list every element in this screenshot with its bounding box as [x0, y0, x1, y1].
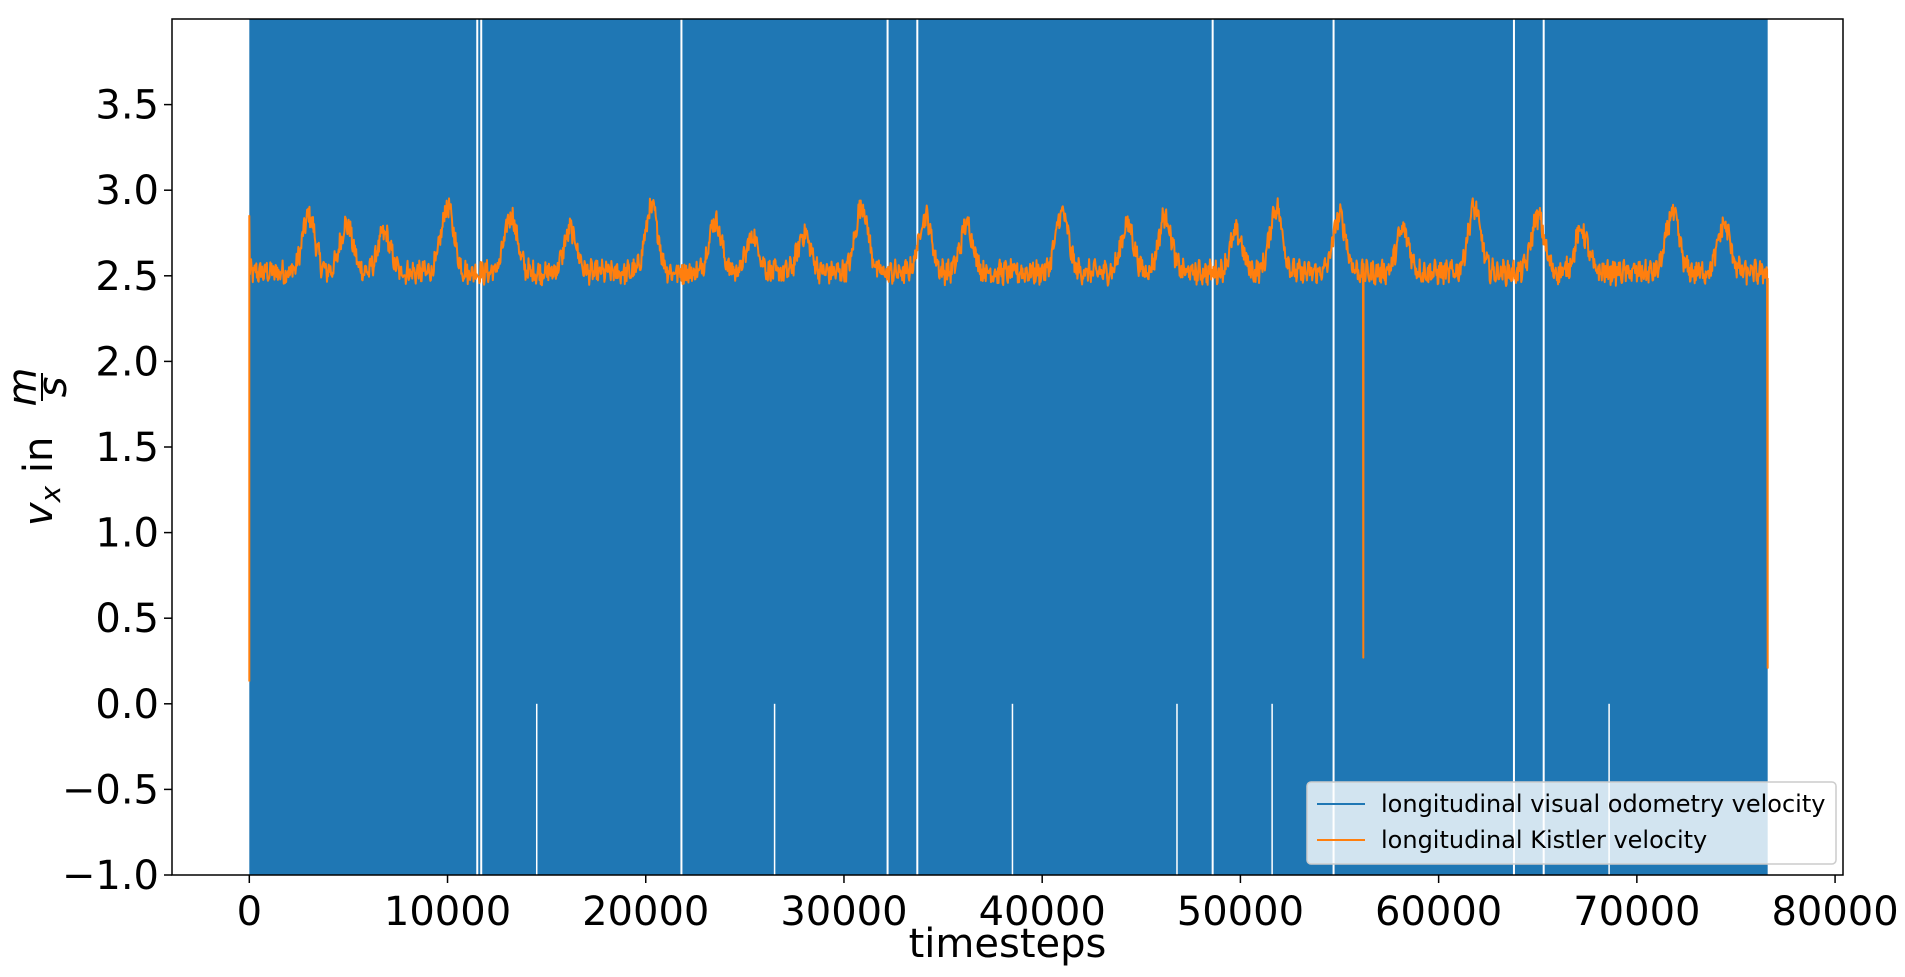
y-axis-label-subscript: x: [34, 485, 67, 503]
x-axis-ticks: 0 10000 20000 30000 40000 50000 60000 70000 8000…: [237, 875, 1899, 935]
series-visual-odometry-gap: [1512, 19, 1515, 875]
x-tick-label: 80000: [1771, 889, 1898, 935]
y-tick-label: 0.0: [95, 682, 159, 728]
y-tick-label: −0.5: [62, 767, 159, 813]
y-tick-label: 1.5: [95, 425, 159, 471]
series-visual-odometry-gap: [1271, 703, 1273, 875]
y-axis-ticks: −1.0 −0.5 0.0 0.5 1.0 1.5 2.0 2.5 3.0 3.5: [62, 83, 172, 899]
svg-text:vx in: vx in: [16, 424, 67, 526]
series-visual-odometry-gap: [773, 703, 776, 875]
x-tick-label: 50000: [1177, 889, 1304, 935]
x-tick-label: 20000: [582, 889, 709, 935]
y-tick-label: 0.5: [95, 596, 159, 642]
series-visual-odometry-gap: [1211, 19, 1214, 875]
series-visual-odometry-gap: [535, 703, 538, 875]
x-tick-label: 60000: [1375, 889, 1502, 935]
series-visual-odometry-gap: [1011, 703, 1014, 875]
series-visual-odometry-gap: [1542, 19, 1545, 875]
series-visual-odometry-gap: [916, 19, 919, 875]
y-tick-label: 3.0: [95, 168, 159, 214]
y-axis-label: vx in m s: [0, 368, 76, 527]
x-tick-label: 10000: [384, 889, 511, 935]
x-tick-label: 0: [237, 889, 262, 935]
x-tick-label: 40000: [979, 889, 1106, 935]
x-axis-label: timesteps: [909, 921, 1107, 967]
y-tick-label: 3.5: [95, 83, 159, 129]
legend-label-kistler: longitudinal Kistler velocity: [1381, 826, 1707, 854]
y-axis-label-word: in: [16, 424, 62, 486]
legend-label-visual-odometry: longitudinal visual odometry velocity: [1381, 790, 1825, 818]
series-visual-odometry-gap: [886, 19, 889, 875]
series-layer: [248, 19, 1769, 875]
x-tick-label: 30000: [780, 889, 907, 935]
x-tick-label: 70000: [1573, 889, 1700, 935]
series-visual-odometry-gap: [480, 19, 483, 875]
series-visual-odometry-gap: [680, 19, 683, 875]
series-visual-odometry-gap: [476, 19, 479, 875]
y-axis-label-denominator: s: [30, 377, 76, 398]
y-tick-label: 2.0: [95, 339, 159, 385]
series-visual-odometry-gap: [1332, 19, 1335, 875]
y-tick-label: −1.0: [62, 853, 159, 899]
y-axis-label-numerator: m: [0, 368, 46, 407]
legend-box: [1306, 781, 1837, 865]
series-visual-odometry-gap: [1176, 703, 1178, 875]
y-tick-label: 2.5: [95, 254, 159, 300]
y-tick-label: 1.0: [95, 511, 159, 557]
series-kistler-line: [248, 197, 1769, 682]
y-axis-label-base: v: [16, 501, 62, 526]
legend: longitudinal visual odometry velocity lo…: [1306, 781, 1837, 865]
